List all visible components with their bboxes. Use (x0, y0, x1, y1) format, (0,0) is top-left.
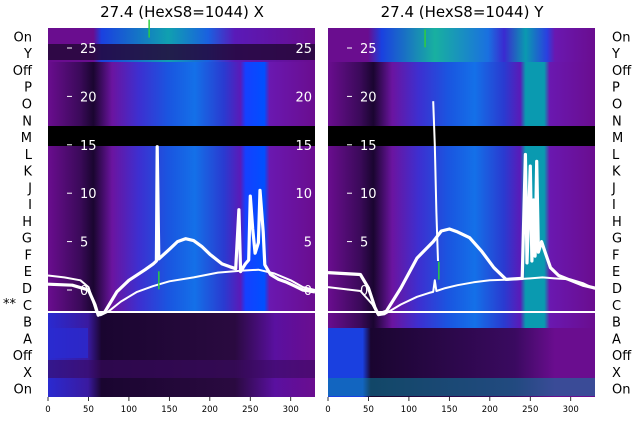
row-label: I (28, 198, 32, 213)
chart-title: 27.4 (HexS8=1044) X (100, 3, 264, 21)
overlay-lines (327, 29, 596, 317)
row-label: I (612, 198, 616, 213)
row-label: K (23, 165, 32, 180)
overlay-line (47, 145, 316, 317)
masked-row-band (48, 126, 315, 146)
row-label: L (25, 148, 33, 163)
y-tick-label-right: 15 (295, 139, 312, 154)
x-tick-label: 0 (45, 405, 50, 415)
x-tick-label: 100 (121, 405, 137, 415)
overlay-line (432, 101, 439, 262)
chart-panel-y: 27.4 (HexS8=1044) Y On Y Off PONMLKJIHGFEDC… (325, 3, 632, 415)
x-tick-label: 50 (363, 405, 374, 415)
row-label: B (612, 316, 621, 331)
overlay-line (327, 276, 596, 317)
row-label: P (24, 81, 32, 96)
heatmap-image (48, 28, 315, 397)
row-label: H (612, 215, 622, 230)
y-tick-label: 25 (80, 42, 97, 57)
x-tick-label: 250 (242, 405, 258, 415)
row-label: G (612, 232, 622, 247)
row-label: F (612, 248, 619, 263)
y-tick-label: 10 (80, 187, 97, 202)
y-tick-label-right: 20 (295, 90, 312, 105)
row-label: F (25, 248, 32, 263)
row-label: Y (611, 47, 620, 62)
row-label: B (23, 316, 32, 331)
row-label: A (23, 332, 32, 347)
chart-title: 27.4 (HexS8=1044) Y (381, 3, 545, 21)
row-label: Off (13, 349, 33, 364)
heatmap-image (328, 28, 595, 397)
row-label: L (612, 148, 620, 163)
y-tick-label: 15 (80, 139, 97, 154)
marked-row-asterisks: ** (3, 297, 17, 312)
row-label: A (612, 332, 621, 347)
row-label: On (612, 383, 630, 398)
x-axis: 0 50 100 150 200 250 300 (325, 397, 579, 415)
y-tick-label: 0 (360, 284, 368, 299)
x-axis: 0 50 100 150 200 250 300 (45, 397, 299, 415)
y-tick-label-right: 25 (295, 42, 312, 57)
y-tick-label: 5 (80, 236, 88, 251)
row-label: Off (612, 64, 632, 79)
y-tick-label: 5 (360, 236, 368, 251)
row-label: J (611, 181, 616, 196)
row-label: H (22, 215, 32, 230)
x-tick-label: 200 (202, 405, 218, 415)
y-tick-label-right: 10 (295, 187, 312, 202)
row-label: O (612, 98, 622, 113)
row-label: N (22, 114, 32, 129)
row-label: C (23, 299, 32, 314)
row-label: Off (13, 64, 33, 79)
overlay-lines (47, 19, 316, 317)
y-tick-label: 10 (360, 187, 377, 202)
x-tick-label: 300 (283, 405, 299, 415)
x-tick-label: 200 (482, 405, 498, 415)
row-label: E (612, 265, 620, 280)
x-tick-label: 0 (325, 405, 330, 415)
x-tick-label: 50 (83, 405, 94, 415)
row-label: X (612, 366, 621, 381)
y-tick-label: 15 (360, 139, 377, 154)
row-label: On (14, 383, 32, 398)
overlay-y-axis: 0 5 10 15 20 25 (347, 42, 377, 299)
y-tick-label-right: 5 (304, 236, 312, 251)
row-label: D (22, 282, 32, 297)
row-label: O (22, 98, 32, 113)
y-tick-label: 25 (360, 42, 377, 57)
row-label: M (21, 131, 32, 146)
row-label: C (612, 299, 621, 314)
row-label: On (14, 30, 32, 45)
x-tick-label: 150 (441, 405, 457, 415)
masked-row-band (328, 126, 595, 146)
chart-panel-x: 27.4 (HexS8=1044) X On Y Off PONMLKJIHGFEDC… (3, 3, 316, 415)
row-label: D (612, 282, 622, 297)
row-label: K (612, 165, 621, 180)
row-label: Off (612, 349, 632, 364)
y-tick-label: 20 (80, 90, 97, 105)
row-label: J (27, 181, 32, 196)
row-label: G (22, 232, 32, 247)
row-label: X (23, 366, 32, 381)
x-tick-label: 100 (401, 405, 417, 415)
row-label: On (612, 30, 630, 45)
row-label: E (24, 265, 32, 280)
y-tick-label: 20 (360, 90, 377, 105)
y-tick-label: 0 (80, 284, 88, 299)
row-label: M (612, 131, 623, 146)
row-label: N (612, 114, 622, 129)
x-tick-label: 150 (161, 405, 177, 415)
row-label: Y (23, 47, 32, 62)
x-tick-label: 250 (522, 405, 538, 415)
x-tick-label: 300 (563, 405, 579, 415)
row-label: P (612, 81, 620, 96)
